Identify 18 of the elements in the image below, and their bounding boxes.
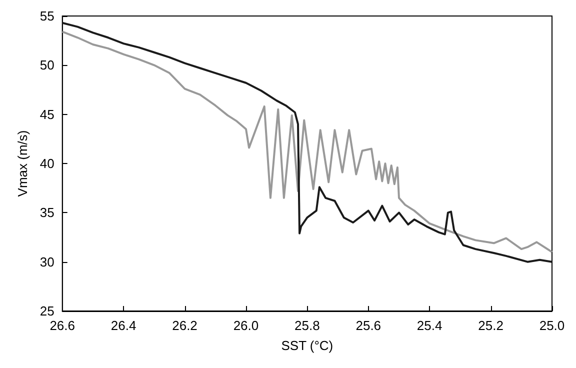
x-tick-label: 26.4 [110,318,136,333]
x-tick-label: 25.4 [416,318,442,333]
y-tick-label: 30 [40,254,54,270]
x-tick-label: 26.2 [172,318,198,333]
y-tick-label: 35 [40,205,54,220]
y-tick-label: 55 [40,8,54,24]
x-tick-label: 26.0 [233,318,259,333]
y-tick-label: 50 [40,58,54,73]
x-tick-label: 25.6 [356,318,382,333]
y-tick-label: 25 [40,304,54,318]
y-tick-label: 40 [40,156,54,171]
y-tick-label: 45 [40,106,54,122]
x-tick-label: 25.0 [539,318,565,333]
x-axis-title: SST (°C) [281,338,334,353]
x-tick-label: 25.2 [478,318,504,333]
x-tick-label: 26.6 [50,318,76,333]
y-axis-title: Vmax (m/s) [15,130,30,197]
x-tick-label: 25.8 [294,318,320,333]
